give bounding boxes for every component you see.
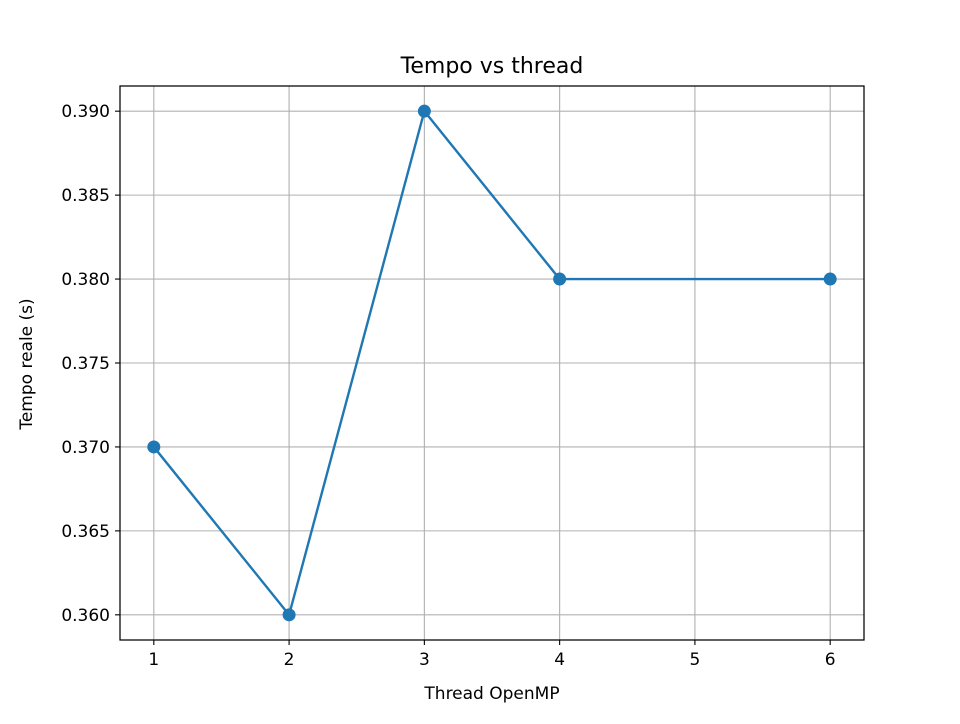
- y-tick-label: 0.360: [61, 606, 110, 626]
- series-line: [147, 104, 837, 622]
- y-tick-label: 0.365: [61, 522, 110, 542]
- data-point: [417, 104, 431, 118]
- x-tick-label: 1: [148, 650, 159, 670]
- x-axis-label: Thread OpenMP: [423, 684, 559, 704]
- y-axis-label: Tempo reale (s): [17, 298, 37, 430]
- grid-lines: [120, 86, 864, 640]
- y-tick-label: 0.375: [61, 354, 110, 374]
- data-point: [147, 440, 161, 454]
- y-tick-label: 0.385: [61, 186, 110, 206]
- data-point: [282, 608, 296, 622]
- data-point: [553, 272, 567, 286]
- x-tick-label: 4: [554, 650, 565, 670]
- y-tick-label: 0.370: [61, 438, 110, 458]
- y-tick-label: 0.380: [61, 270, 110, 290]
- x-tick-label: 6: [825, 650, 836, 670]
- x-tick-label: 3: [419, 650, 430, 670]
- y-tick-label: 0.390: [61, 102, 110, 122]
- data-point: [823, 272, 837, 286]
- x-tick-label: 2: [284, 650, 295, 670]
- x-tick-label: 5: [689, 650, 700, 670]
- chart-title: Tempo vs thread: [400, 54, 584, 79]
- axis-ticks: 1 2 3 4 5 6 0.360 0.365 0.370 0.375 0.380 0.385 0.39…: [61, 102, 835, 670]
